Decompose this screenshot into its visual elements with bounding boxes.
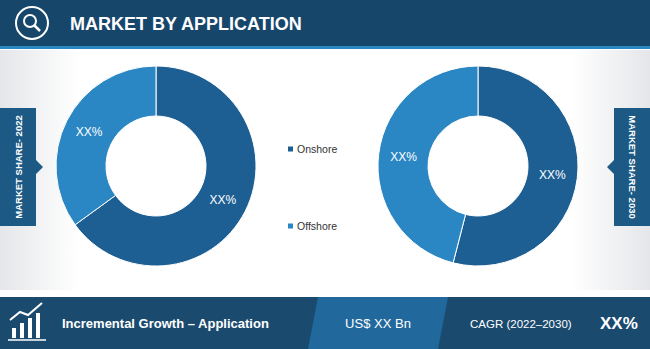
growth-icon <box>20 323 24 338</box>
data-label: XX% <box>209 193 236 207</box>
data-label: XX% <box>390 150 417 164</box>
side-tab <box>607 108 650 226</box>
growth-icon <box>10 303 42 320</box>
background <box>0 0 650 349</box>
side-label: MARKET SHARE- 2030 <box>627 115 638 218</box>
growth-icon <box>36 313 40 338</box>
header-icon <box>34 25 40 31</box>
data-label: XX% <box>76 125 103 139</box>
header-bar <box>0 0 650 46</box>
footer-value-box <box>308 297 448 349</box>
growth-icon <box>8 339 46 341</box>
legend-label: Onshore <box>297 143 337 155</box>
footer-bar <box>0 297 650 349</box>
page: MARKET BY APPLICATION MARKET SHARE- 2022 X… <box>0 0 650 349</box>
slice <box>56 66 156 225</box>
legend-label: Offshore <box>297 220 337 232</box>
legend-swatch <box>288 147 293 152</box>
header-rule <box>0 46 650 49</box>
growth-icon <box>12 328 16 338</box>
slice <box>378 66 478 263</box>
donut <box>56 66 256 266</box>
legend-swatch <box>288 224 293 229</box>
side-tab <box>0 108 43 226</box>
donut <box>378 66 578 266</box>
panel <box>0 50 650 290</box>
growth-icon <box>8 303 46 340</box>
footer-value: US$ XX Bn <box>345 316 411 331</box>
growth-icon <box>28 318 32 338</box>
title: MARKET BY APPLICATION <box>70 14 302 34</box>
data-label: XX% <box>539 168 566 182</box>
side-label: MARKET SHARE- 2022 <box>13 115 24 218</box>
footer-label: Incremental Growth – Application <box>62 316 269 331</box>
header-icon <box>16 7 48 39</box>
cagr-label: CAGR (2022–2030) <box>470 318 572 330</box>
cagr-value: XX% <box>600 314 638 333</box>
